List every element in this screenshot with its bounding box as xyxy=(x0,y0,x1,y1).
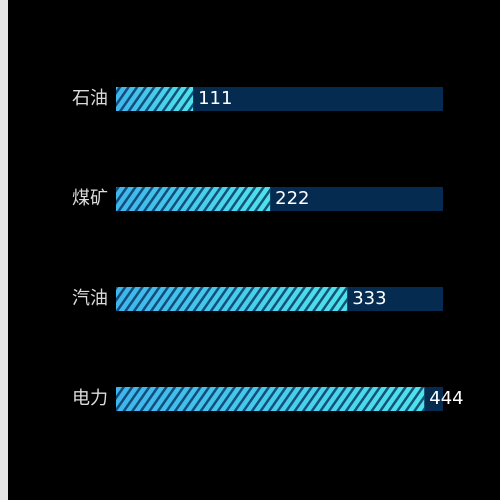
bar-hatch xyxy=(116,287,348,311)
bar-hatch xyxy=(116,87,194,111)
value-label: 222 xyxy=(275,188,309,209)
bar-hatch xyxy=(116,387,425,411)
y-tick-label: 煤矿 xyxy=(72,188,108,209)
value-label: 444 xyxy=(429,388,463,409)
value-label: 111 xyxy=(198,88,232,109)
value-label: 333 xyxy=(352,288,386,309)
bar-hatch xyxy=(116,187,271,211)
y-tick-label: 电力 xyxy=(72,388,108,409)
y-tick-label: 汽油 xyxy=(72,288,108,309)
side-strip xyxy=(0,0,8,500)
y-tick-label: 石油 xyxy=(72,88,108,109)
